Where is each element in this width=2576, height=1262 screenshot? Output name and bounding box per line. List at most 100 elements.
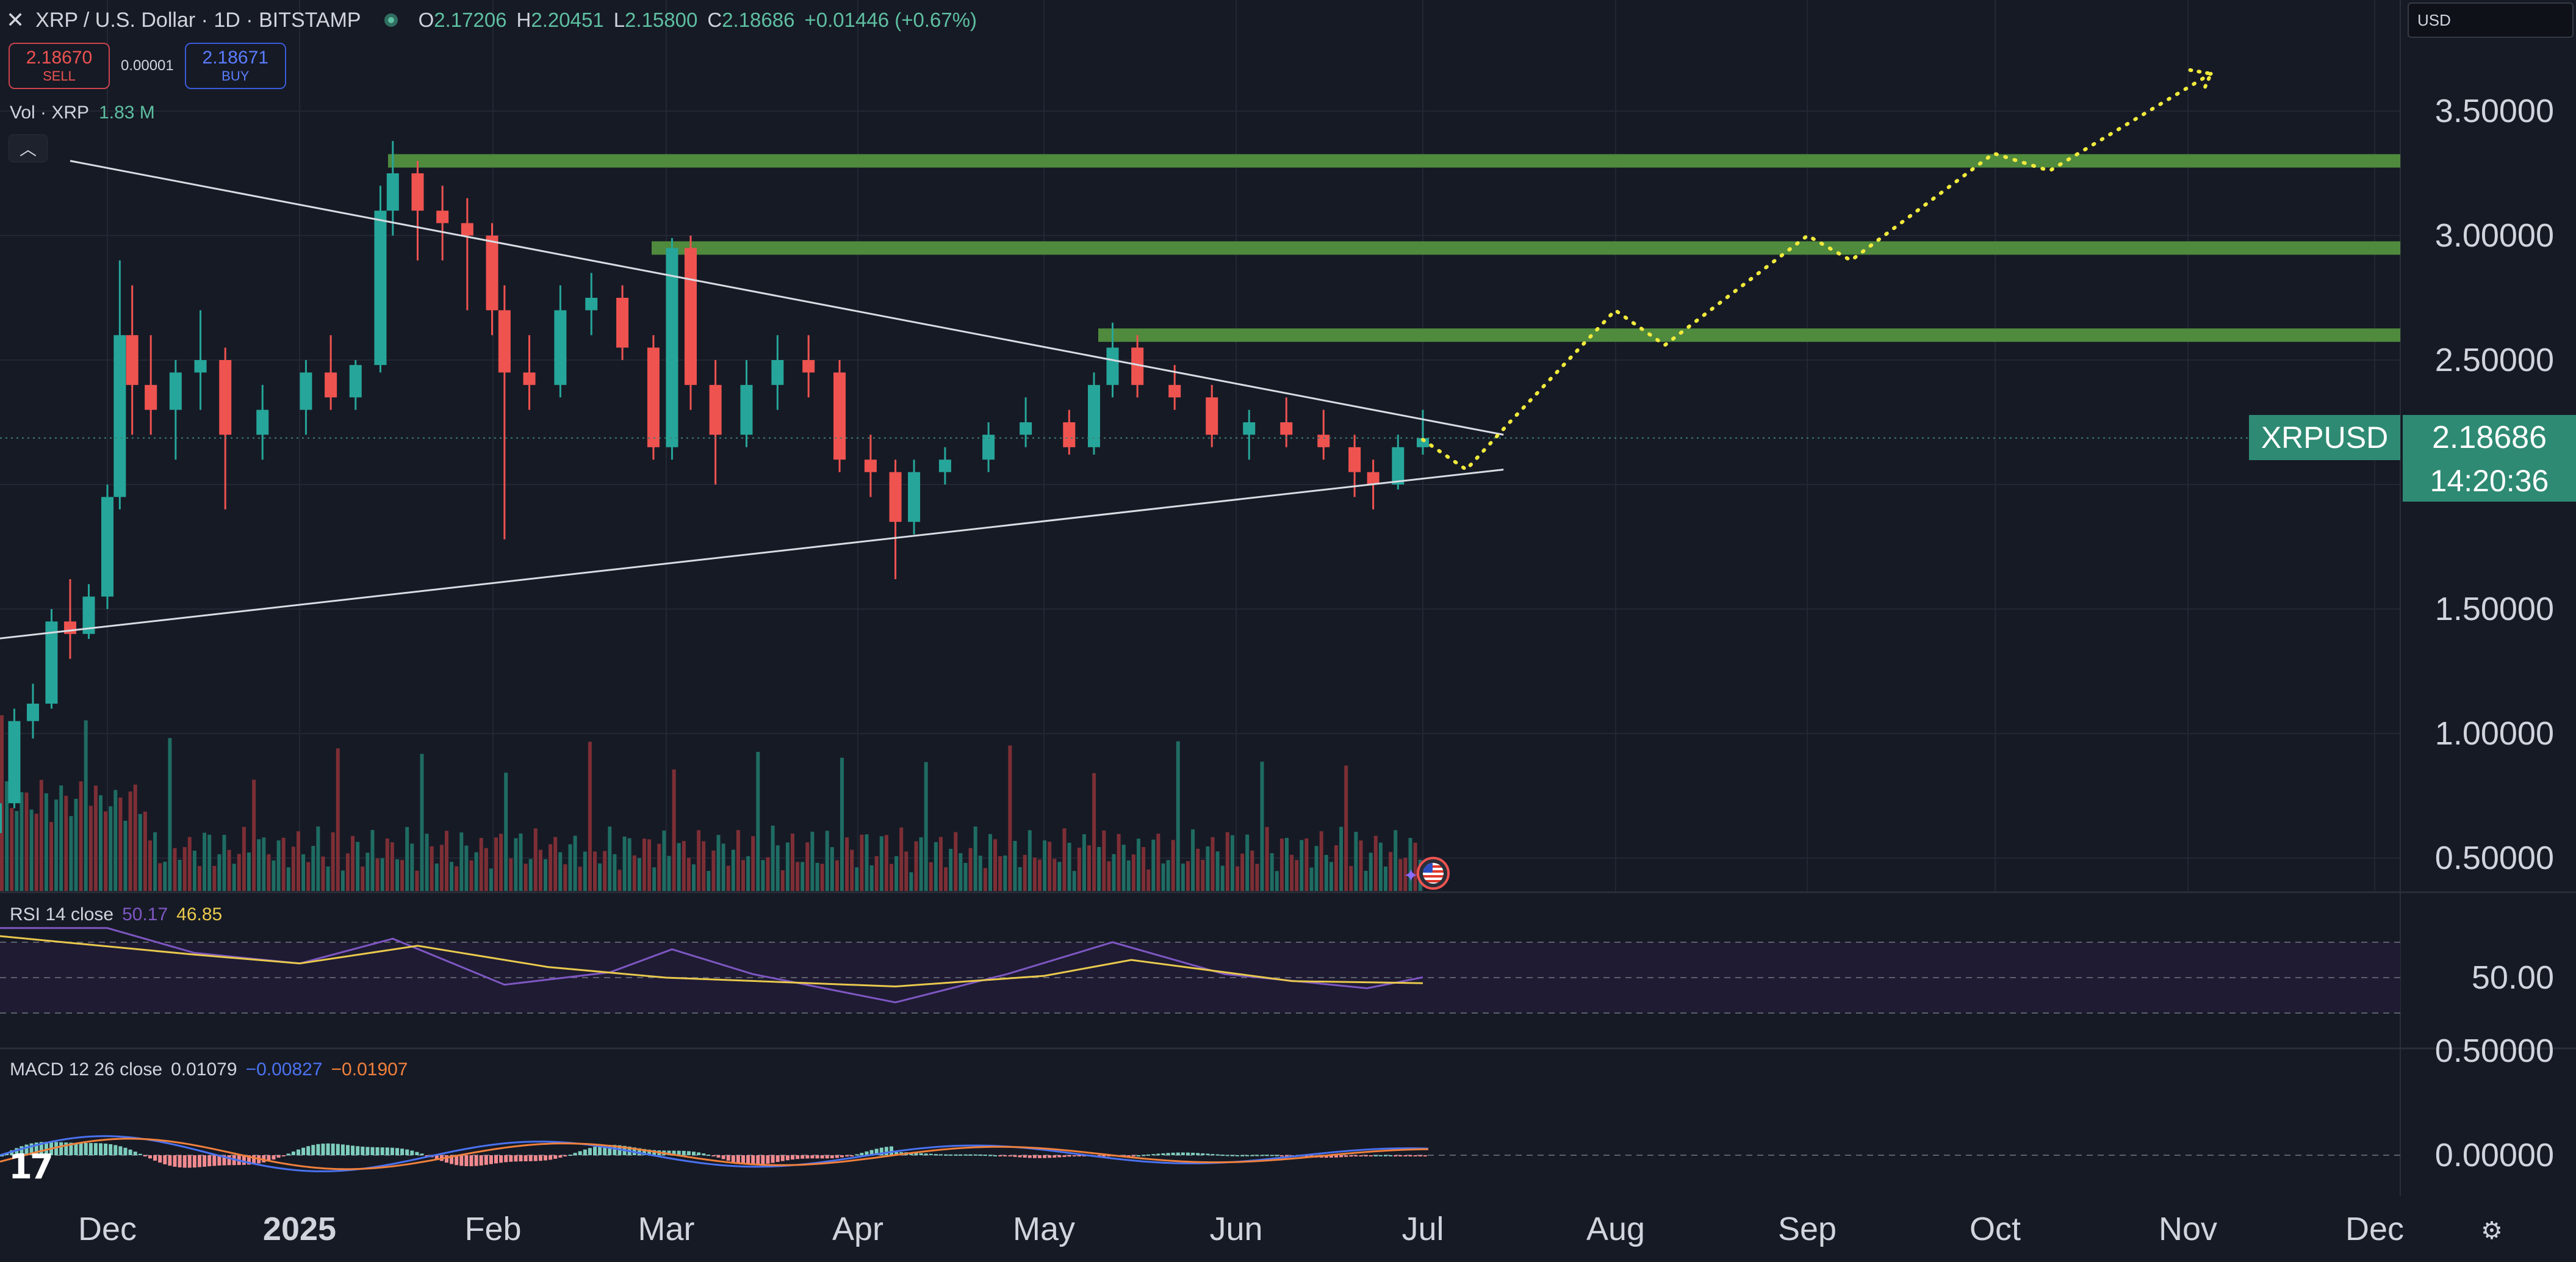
close-icon[interactable]: ✕ — [6, 7, 25, 32]
macd-hist-bar — [1423, 1155, 1427, 1156]
macd-hist-bar — [914, 1153, 918, 1155]
macd-hist-bar — [340, 1144, 345, 1155]
macd-hist-bar — [1027, 1155, 1032, 1158]
macd-hist-bar — [400, 1148, 405, 1155]
candle-body — [411, 173, 424, 211]
macd-hist-bar — [949, 1154, 953, 1156]
price-tick-label: 1.00000 — [2435, 715, 2554, 752]
macd-hist-bar — [1146, 1154, 1151, 1156]
candle-body — [194, 360, 207, 373]
volume-bar — [415, 870, 419, 891]
volume-bar — [509, 858, 513, 891]
rsi-line — [0, 927, 1423, 1004]
macd-hist-bar — [365, 1147, 370, 1155]
macd-hist-bar — [711, 1155, 716, 1156]
volume-bar — [963, 862, 968, 891]
volume-bar — [123, 820, 128, 891]
rsi-legend[interactable]: RSI 14 close 50.17 46.85 — [10, 904, 222, 925]
sparkle-icon[interactable]: ✦ — [1403, 866, 1419, 886]
volume-bar — [766, 857, 770, 891]
volume-bar — [445, 831, 448, 891]
candle-body — [63, 621, 76, 634]
volume-bar — [1295, 860, 1299, 891]
volume-bar — [993, 839, 998, 891]
volume-bar — [647, 839, 652, 891]
currency-select[interactable]: USD — [2408, 2, 2574, 38]
macd-hist-bar — [187, 1155, 192, 1168]
volume-bar — [217, 854, 221, 891]
volume-bars — [0, 715, 1422, 891]
volume-legend[interactable]: Vol · XRP 1.83 M — [10, 103, 155, 123]
macd-legend[interactable]: MACD 12 26 close 0.01079 −0.00827 −0.019… — [10, 1059, 408, 1080]
volume-bar — [44, 793, 48, 891]
volume-bar — [894, 856, 899, 891]
volume-bar — [603, 851, 607, 891]
macd-hist-bar — [0, 1155, 4, 1156]
volume-bar — [1171, 840, 1175, 891]
volume-bar — [692, 864, 696, 891]
volume-bar — [741, 860, 745, 891]
macd-hist-bar — [968, 1154, 973, 1156]
volume-bar — [20, 792, 24, 891]
volume-bar — [1314, 846, 1319, 891]
candle-body — [802, 360, 815, 373]
candle-body — [1168, 384, 1181, 398]
trendlines — [0, 160, 1504, 640]
collapse-legend-button[interactable]: ︿ — [9, 134, 48, 162]
macd-hist-bar — [840, 1155, 844, 1158]
macd-hist-bar — [588, 1148, 592, 1155]
us-flag-icon[interactable] — [1417, 857, 1450, 890]
gear-icon[interactable]: ⚙ — [2481, 1217, 2503, 1244]
trendline-lower — [0, 469, 1504, 640]
volume-bar — [855, 867, 859, 891]
macd-hist-bar — [1181, 1152, 1185, 1155]
macd-hist-bar — [1215, 1154, 1220, 1156]
macd-hist-bar — [1008, 1155, 1012, 1157]
macd-hist-bar — [178, 1155, 182, 1167]
volume-bar — [914, 841, 918, 891]
macd-hist-bar — [1211, 1154, 1215, 1156]
volume-bar — [267, 854, 271, 891]
macd-hist-bar — [484, 1155, 488, 1165]
macd-hist-bar — [796, 1155, 800, 1159]
volume-bar — [1265, 827, 1269, 891]
volume-bar — [756, 752, 760, 891]
symbol-header: ✕ XRP / U.S. Dollar · 1D · BITSTAMP O2.1… — [6, 5, 977, 35]
volume-bar — [88, 806, 93, 891]
volume-bar — [400, 860, 405, 891]
volume-bar — [474, 852, 478, 891]
buy-price: 2.18671 — [202, 48, 268, 68]
candle-body — [1106, 347, 1119, 385]
volume-bar — [331, 832, 335, 891]
volume-bar — [978, 856, 982, 891]
sell-button[interactable]: 2.18670 SELL — [9, 43, 110, 89]
macd-hist-bar — [281, 1155, 286, 1156]
volume-bar — [840, 757, 844, 891]
volume-bar — [168, 738, 172, 891]
macd-hist-bar — [692, 1152, 696, 1155]
macd-hist-bar — [707, 1155, 711, 1156]
spread-value: 0.00001 — [121, 57, 174, 74]
macd-hist-bar — [549, 1155, 553, 1160]
macd-histogram — [0, 1142, 1427, 1168]
buy-button[interactable]: 2.18671 BUY — [184, 43, 286, 89]
volume-bar — [455, 866, 459, 891]
tradingview-logo-icon[interactable]: 17 — [9, 1147, 54, 1187]
volume-bar — [1072, 871, 1076, 891]
volume-bar — [973, 826, 977, 891]
macd-hist-bar — [929, 1153, 933, 1155]
volume-bar — [459, 832, 464, 891]
macd-hist-bar — [1151, 1154, 1156, 1156]
volume-bar — [1324, 854, 1328, 891]
candle-body — [833, 372, 846, 460]
chevron-up-icon: ︿ — [19, 140, 37, 159]
volume-bar — [1082, 834, 1086, 891]
symbol-title[interactable]: XRP / U.S. Dollar · 1D · BITSTAMP — [35, 8, 361, 32]
macd-hist-bar — [1250, 1155, 1254, 1156]
volume-bar — [1102, 830, 1106, 891]
volume-bar — [865, 834, 869, 891]
high-key: H — [516, 9, 531, 31]
macd-hist-bar — [736, 1155, 740, 1164]
